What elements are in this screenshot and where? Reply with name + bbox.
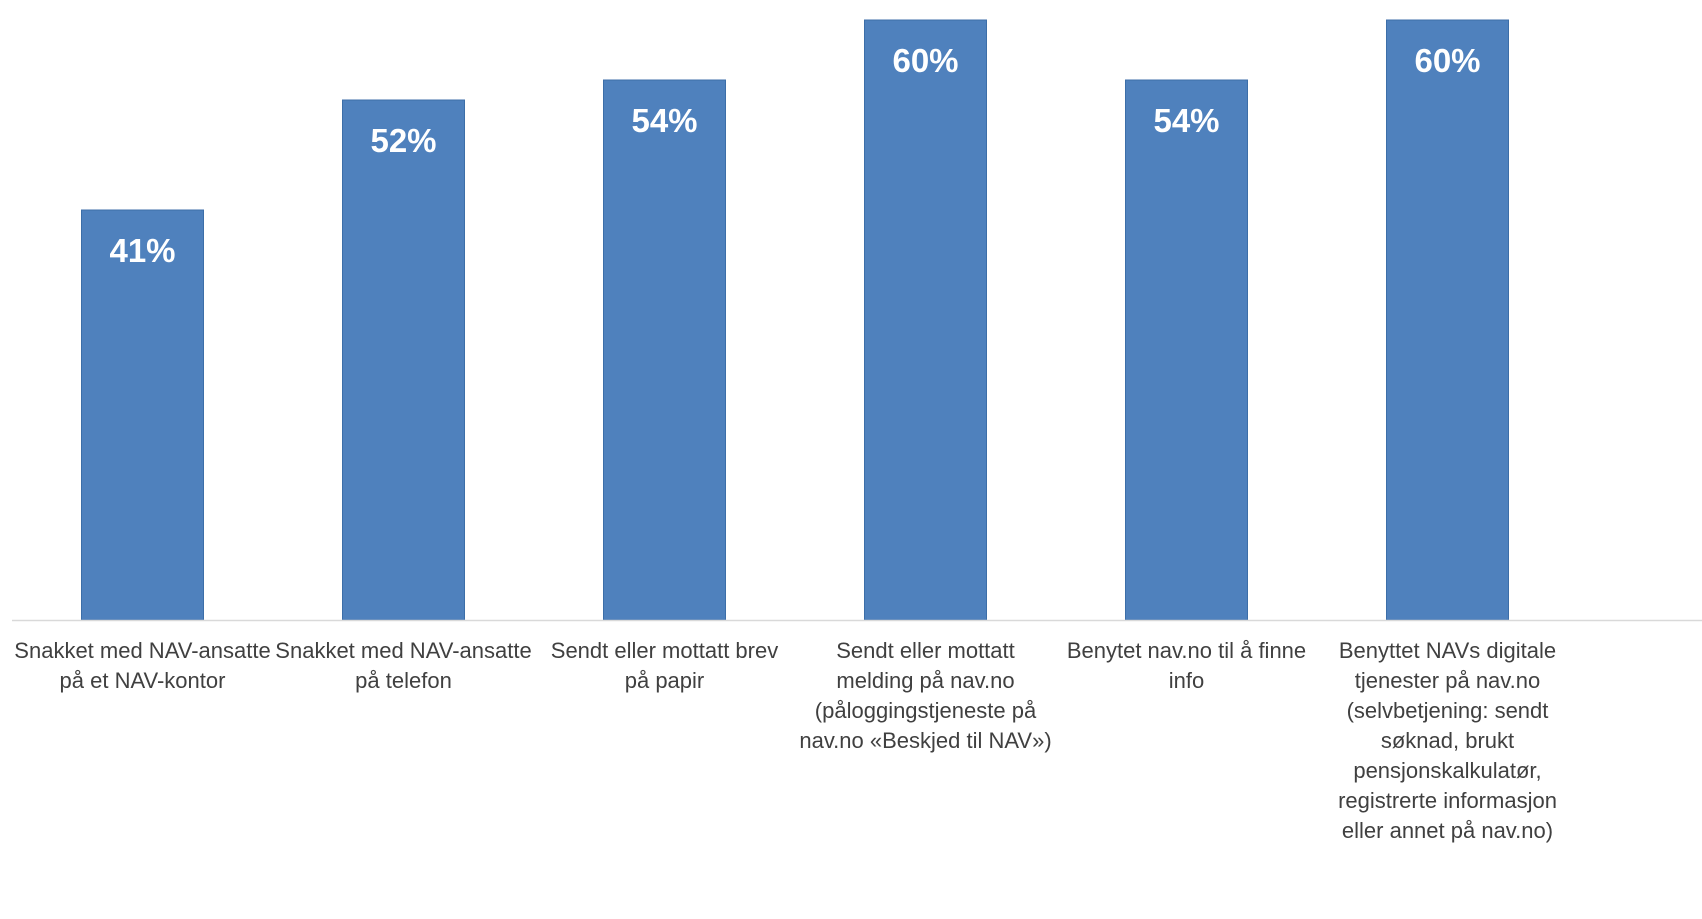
category-label-line: pensjonskalkulatør,	[1353, 758, 1541, 783]
value-label-3: 54%	[631, 102, 697, 139]
bar-5	[1125, 79, 1248, 621]
category-label-line: (påloggingstjeneste på	[815, 698, 1037, 723]
category-label-line: Snakket med NAV-ansatte	[14, 638, 270, 663]
category-label-line: Benytet nav.no til å finne	[1067, 638, 1306, 663]
value-label-1: 41%	[109, 232, 175, 269]
category-label-line: info	[1169, 668, 1204, 693]
bar-4	[864, 19, 987, 621]
category-label-line: tjenester på nav.no	[1355, 668, 1541, 693]
category-label-line: på telefon	[355, 668, 452, 693]
category-label-line: på papir	[625, 668, 705, 693]
category-label-line: (selvbetjening: sendt	[1347, 698, 1549, 723]
value-label-4: 60%	[892, 42, 958, 79]
category-label-1: Snakket med NAV-ansatte på et NAV-kontor	[14, 638, 270, 693]
value-label-6: 60%	[1414, 42, 1480, 79]
category-label-line: nav.no «Beskjed til NAV»)	[799, 728, 1051, 753]
category-label-line: Sendt eller mottatt	[836, 638, 1015, 663]
category-label-line: registrerte informasjon	[1338, 788, 1557, 813]
category-label-line: melding på nav.no	[836, 668, 1014, 693]
category-label-3: Sendt eller mottatt brev på papir	[551, 638, 778, 693]
category-label-line: på et NAV-kontor	[60, 668, 226, 693]
category-label-line: Sendt eller mottatt brev	[551, 638, 778, 663]
category-label-line: eller annet på nav.no)	[1342, 818, 1553, 843]
bar-3	[603, 79, 726, 621]
bar-2	[342, 99, 465, 621]
value-label-5: 54%	[1153, 102, 1219, 139]
category-label-5: Benytet nav.no til å finne info	[1067, 638, 1306, 693]
category-label-line: søknad, brukt	[1381, 728, 1514, 753]
category-label-line: Benyttet NAVs digitale	[1339, 638, 1556, 663]
bar-6	[1386, 19, 1509, 621]
value-labels-layer: 41% 52% 54% 60% 54% 60%	[109, 42, 1480, 269]
category-label-line: Snakket med NAV-ansatte	[275, 638, 531, 663]
value-label-2: 52%	[370, 122, 436, 159]
category-labels-layer: Snakket med NAV-ansatte på et NAV-kontorS…	[14, 638, 1557, 843]
bar-1	[81, 209, 204, 621]
category-label-2: Snakket med NAV-ansatte på telefon	[275, 638, 531, 693]
bars-layer	[81, 19, 1509, 621]
category-label-4: Sendt eller mottatt melding på nav.no (pål…	[799, 638, 1051, 753]
category-label-6: Benyttet NAVs digitale tjenester på nav.n…	[1338, 638, 1557, 843]
